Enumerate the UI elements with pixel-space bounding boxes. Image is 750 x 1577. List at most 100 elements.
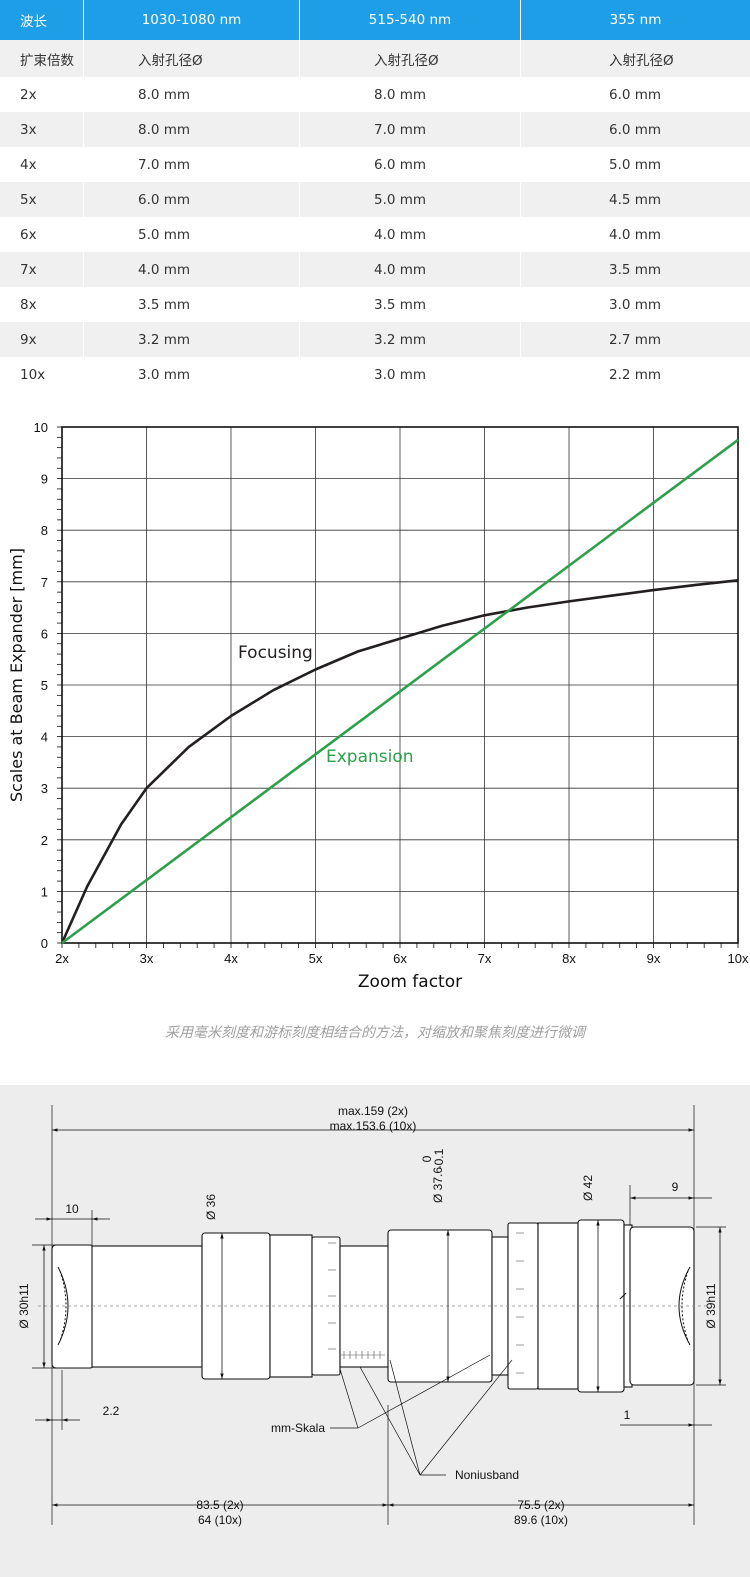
x-tick-label: 2x <box>55 951 69 966</box>
header-wavelength: 波长 <box>0 0 84 40</box>
expander-body <box>51 1219 695 1393</box>
table-subheader-row: 扩束倍数 入射孔径Ø 入射孔径Ø 入射孔径Ø <box>0 40 750 77</box>
table-cell: 10x <box>0 357 84 392</box>
x-tick-label: 4x <box>224 951 238 966</box>
x-tick-label: 7x <box>478 951 492 966</box>
table-cell: 7x <box>0 252 84 287</box>
x-axis-title: Zoom factor <box>358 972 462 992</box>
x-tick-label: 3x <box>140 951 154 966</box>
dim-10: 10 <box>65 1202 79 1216</box>
table-cell: 5.0 mm <box>84 217 300 252</box>
table-cell: 6x <box>0 217 84 252</box>
table-cell: 2x <box>0 77 84 112</box>
y-tick-label: 1 <box>41 884 48 899</box>
table-cell: 3.0 mm <box>300 357 521 392</box>
dim-9: 9 <box>672 1180 679 1194</box>
table-cell: 2.2 mm <box>521 357 750 392</box>
barrel-scale-ticks <box>328 1232 524 1374</box>
dim-diameter-37-6: Ø 37.6 <box>431 1167 445 1203</box>
header-515-540: 515-540 nm <box>300 0 521 40</box>
chart-labels: 0 1 2 3 4 5 6 7 8 9 10 2x 3x 4x 5x 6x 7x 8x 9x 10x Focusing E… <box>7 420 749 992</box>
table-cell: 3x <box>0 112 84 147</box>
overall-length-10x: max.153.6 (10x) <box>330 1119 417 1133</box>
label-nonius-band: Noniusband <box>455 1468 519 1482</box>
table-row: 7x 4.0 mm 4.0 mm 3.5 mm <box>0 252 750 287</box>
table-header-row: 波长 1030-1080 nm 515-540 nm 355 nm <box>0 0 750 40</box>
table-cell: 8.0 mm <box>300 77 521 112</box>
table-cell: 3.5 mm <box>300 287 521 322</box>
chart-series <box>60 438 739 945</box>
dim-2-2: 2.2 <box>103 1404 120 1418</box>
table-row: 10x 3.0 mm 3.0 mm 2.2 mm <box>0 357 750 392</box>
y-tick-label: 5 <box>41 678 48 693</box>
chart-minor-ticks <box>57 426 739 948</box>
right-length-2x: 75.5 (2x) <box>517 1498 564 1512</box>
table-row: 4x 7.0 mm 6.0 mm 5.0 mm <box>0 147 750 182</box>
table-cell: 4x <box>0 147 84 182</box>
y-tick-label: 4 <box>41 730 48 745</box>
x-tick-label: 8x <box>562 951 576 966</box>
y-tick-label: 2 <box>41 833 48 848</box>
y-tick-label: 6 <box>41 626 48 641</box>
y-tick-label: 3 <box>41 781 48 796</box>
table-cell: 5.0 mm <box>300 182 521 217</box>
header-1030-1080: 1030-1080 nm <box>84 0 300 40</box>
x-tick-label: 5x <box>309 951 323 966</box>
table-cell: 3.2 mm <box>300 322 521 357</box>
table-cell: 4.0 mm <box>300 252 521 287</box>
series-line-expansion <box>61 438 739 945</box>
table-cell: 2.7 mm <box>521 322 750 357</box>
chart-grid <box>61 426 739 944</box>
table-cell: 9x <box>0 322 84 357</box>
table-cell: 4.0 mm <box>84 252 300 287</box>
annotation-focusing: Focusing <box>238 643 313 663</box>
left-length-2x: 83.5 (2x) <box>196 1498 243 1512</box>
table-cell: 6.0 mm <box>84 182 300 217</box>
table-cell: 6.0 mm <box>521 112 750 147</box>
y-tick-label: 0 <box>41 936 48 951</box>
table-cell: 4.0 mm <box>521 217 750 252</box>
table-cell: 5x <box>0 182 84 217</box>
subheader-aperture: 入射孔径Ø <box>300 40 521 77</box>
table-cell: 4.0 mm <box>300 217 521 252</box>
x-tick-label: 9x <box>647 951 661 966</box>
right-length-10x: 89.6 (10x) <box>514 1513 568 1527</box>
table-cell: 3.2 mm <box>84 322 300 357</box>
table-cell: 6.0 mm <box>521 77 750 112</box>
dim-tolerance-lower: -0.1 <box>432 1148 446 1169</box>
dim-diameter-42: Ø 42 <box>581 1175 595 1201</box>
table-row: 6x 5.0 mm 4.0 mm 4.0 mm <box>0 217 750 252</box>
table-cell: 4.5 mm <box>521 182 750 217</box>
table-cell: 8.0 mm <box>84 112 300 147</box>
y-tick-label: 7 <box>41 575 48 590</box>
header-355: 355 nm <box>521 0 750 40</box>
x-tick-label: 10x <box>728 951 749 966</box>
subheader-aperture: 入射孔径Ø <box>84 40 300 77</box>
table-cell: 3.0 mm <box>521 287 750 322</box>
left-length-10x: 64 (10x) <box>198 1513 242 1527</box>
table-row: 2x 8.0 mm 8.0 mm 6.0 mm <box>0 77 750 112</box>
subheader-aperture: 入射孔径Ø <box>521 40 750 77</box>
table-row: 9x 3.2 mm 3.2 mm 2.7 mm <box>0 322 750 357</box>
table-cell: 6.0 mm <box>300 147 521 182</box>
table-row: 3x 8.0 mm 7.0 mm 6.0 mm <box>0 112 750 147</box>
dim-1: 1 <box>624 1408 631 1422</box>
zoom-chart: 0 1 2 3 4 5 6 7 8 9 10 2x 3x 4x 5x 6x 7x 8x 9x 10x Focusing E… <box>7 420 749 992</box>
table-cell: 5.0 mm <box>521 147 750 182</box>
table-row: 8x 3.5 mm 3.5 mm 3.0 mm <box>0 287 750 322</box>
dim-diameter-30h11: Ø 30h11 <box>17 1283 31 1328</box>
subheader-expansion: 扩束倍数 <box>0 40 84 77</box>
dim-tolerance-upper: 0 <box>420 1155 434 1162</box>
leader-lines <box>330 1354 513 1476</box>
chart-caption: 采用毫米刻度和游标刻度相结合的方法，对缩放和聚焦刻度进行微调 <box>165 1025 585 1041</box>
series-line-focusing <box>60 579 739 944</box>
table-cell: 8.0 mm <box>84 77 300 112</box>
beam-expander-drawing: max.159 (2x) max.153.6 (10x) 10 Ø 36 Ø 3… <box>17 1104 726 1527</box>
y-axis-title: Scales at Beam Expander [mm] <box>7 548 26 802</box>
dimension-lines <box>35 1128 722 1507</box>
y-tick-label: 8 <box>41 523 48 538</box>
x-tick-label: 6x <box>393 951 407 966</box>
dim-diameter-36: Ø 36 <box>204 1194 218 1220</box>
dim-diameter-39h11: Ø 39h11 <box>704 1283 718 1328</box>
annotation-expansion: Expansion <box>326 747 414 767</box>
